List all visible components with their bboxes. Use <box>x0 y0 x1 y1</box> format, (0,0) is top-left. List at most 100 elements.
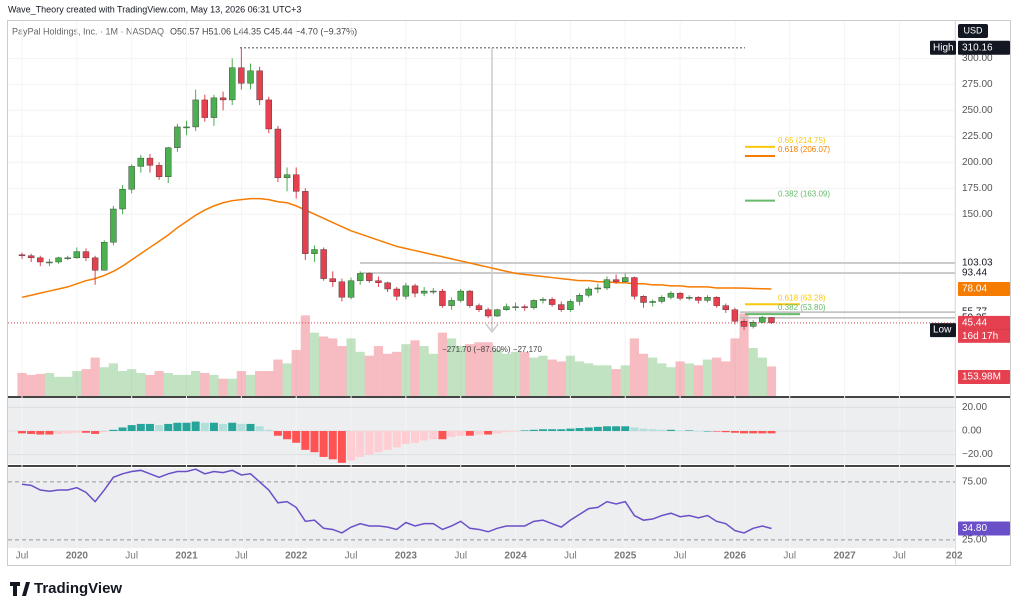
x-tick-label: Jul <box>16 551 29 562</box>
volume-bar <box>99 367 109 396</box>
volume-last-label: 153.98M <box>962 372 1001 383</box>
macd-bar <box>91 431 100 434</box>
fib-label: 0.618 (206.07) <box>778 145 830 154</box>
x-tick-label: Jul <box>345 551 358 562</box>
candle-body <box>174 126 181 148</box>
volume-bar <box>81 369 91 396</box>
volume-bar <box>584 363 594 396</box>
volume-bar <box>538 355 548 396</box>
x-tick-label: Jul <box>125 551 138 562</box>
macd-bar <box>493 431 502 434</box>
rsi-last-label: 34.80 <box>962 523 987 534</box>
candle-body <box>119 189 126 210</box>
macd-bar <box>100 431 109 433</box>
x-tick-label: Jul <box>783 551 796 562</box>
macd-bar <box>292 431 301 443</box>
volume-bar <box>501 353 512 396</box>
candle-body <box>768 317 775 324</box>
candle-body <box>704 297 711 301</box>
volume-bar <box>319 336 329 396</box>
candle-body <box>311 249 318 254</box>
candle-body <box>155 165 163 177</box>
x-tick-label: 2022 <box>285 551 308 562</box>
candle-body <box>384 282 391 290</box>
candle-body <box>402 285 410 297</box>
volume-bar <box>209 374 219 396</box>
macd-bar <box>273 431 282 436</box>
y-tick-label: 175.00 <box>962 183 993 194</box>
candle-body <box>430 290 437 293</box>
candle-body <box>567 301 574 310</box>
macd-bar <box>328 431 337 460</box>
candle-body <box>521 306 528 308</box>
countdown-box <box>958 329 1010 343</box>
volume-bar <box>117 371 128 396</box>
macd-bar <box>246 423 255 431</box>
macd-bar <box>447 431 456 437</box>
candle-body <box>247 70 254 84</box>
rsi-last-label-box <box>958 521 1010 536</box>
macd-bar <box>730 431 739 433</box>
candle-body <box>82 251 90 259</box>
macd-bar <box>758 431 767 434</box>
macd-bar <box>511 431 520 432</box>
macd-tick-label: −20.00 <box>962 449 993 460</box>
volume-bar <box>547 359 557 396</box>
x-tick-label: Jul <box>564 551 577 562</box>
candle-body <box>740 321 748 327</box>
macd-bar <box>703 431 712 432</box>
volume-last-label-box <box>958 370 1010 384</box>
volume-bar <box>364 355 374 396</box>
macd-bar <box>502 431 511 433</box>
volume-bar <box>748 348 758 396</box>
candle-body <box>146 157 154 166</box>
macd-bar <box>383 431 392 450</box>
macd-bar <box>602 426 611 431</box>
candle-body <box>393 288 400 297</box>
macd-bar <box>72 431 81 433</box>
candle-body <box>128 166 135 190</box>
volume-bar <box>163 372 173 396</box>
x-tick-label: Jul <box>454 551 467 562</box>
volume-bar <box>355 351 365 396</box>
candle-body <box>229 67 236 101</box>
candle-body <box>475 305 483 310</box>
volume-bar <box>44 372 55 396</box>
volume-bar <box>574 361 585 396</box>
macd-bar <box>575 428 584 431</box>
volume-bar <box>273 359 283 396</box>
candle-body <box>274 128 282 179</box>
volume-bar <box>127 369 137 396</box>
volume-bar <box>757 357 767 396</box>
sma-last-label: 78.04 <box>962 284 987 295</box>
candle-body <box>750 322 757 327</box>
macd-bar <box>109 429 118 431</box>
logo: TradingView <box>10 580 122 597</box>
candle-body <box>494 309 501 317</box>
candle-body <box>356 273 364 281</box>
volume-bar <box>520 351 530 396</box>
macd-bar <box>712 431 721 432</box>
x-tick-label: 2023 <box>395 551 418 562</box>
volume-bar <box>282 363 292 396</box>
volume-bar <box>245 374 256 396</box>
macd-bar <box>438 431 447 440</box>
price-level-label: 310.16 <box>962 42 993 53</box>
macd-bar <box>666 429 675 431</box>
candle-body <box>466 290 474 306</box>
volume-bar <box>300 315 310 396</box>
candle-body <box>411 285 419 294</box>
candle-body <box>46 261 53 264</box>
volume-bar <box>730 338 740 396</box>
volume-bar <box>337 346 347 396</box>
macd-bar <box>612 426 621 431</box>
candle-body <box>612 279 620 282</box>
volume-bar <box>401 344 411 396</box>
candle-body <box>110 208 117 243</box>
volume-bar <box>602 365 612 396</box>
fib-label: 0.382 (163.09) <box>778 190 830 199</box>
candle-body <box>585 288 592 296</box>
volume-bar <box>191 371 201 396</box>
price-level-label-tag: High <box>933 42 954 53</box>
macd-bar <box>18 431 26 434</box>
